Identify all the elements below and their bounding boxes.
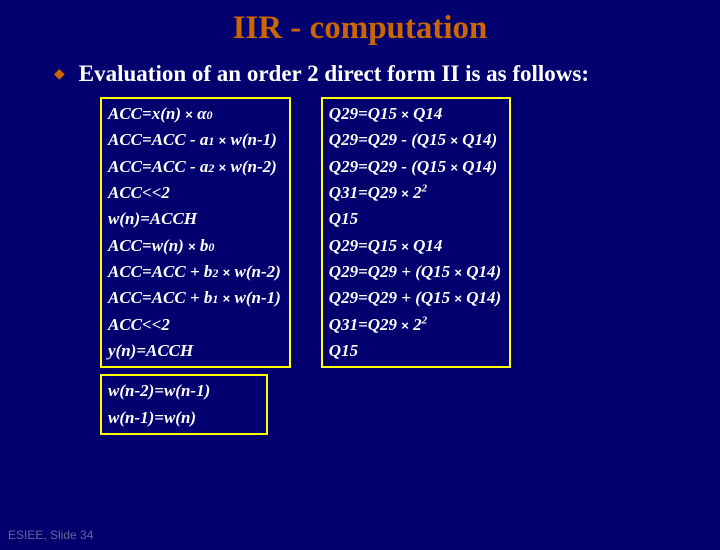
left-line: ACC=ACC - a2 × w(n-2): [108, 154, 281, 180]
right-line: Q31=Q29 × 22: [329, 180, 501, 206]
right-line: Q29=Q29 + (Q15 × Q14): [329, 285, 501, 311]
left-line: ACC=ACC - a1 × w(n-1): [108, 127, 281, 153]
left-line: y(n)=ACCH: [108, 338, 281, 364]
right-line: Q15: [329, 338, 501, 364]
bottom-line: w(n-1)=w(n): [108, 405, 258, 431]
bottom-line: w(n-2)=w(n-1): [108, 378, 258, 404]
left-line: ACC<<2: [108, 180, 281, 206]
right-line: Q15: [329, 206, 501, 232]
right-line: Q29=Q29 - (Q15 × Q14): [329, 127, 501, 153]
left-line: ACC=ACC + b1 × w(n-1): [108, 285, 281, 311]
left-line: ACC=ACC + b2 × w(n-2): [108, 259, 281, 285]
bullet-icon: ◆: [54, 66, 65, 87]
right-line: Q29=Q15 × Q14: [329, 101, 501, 127]
right-line: Q29=Q29 - (Q15 × Q14): [329, 154, 501, 180]
columns-container: ACC=x(n) × α0 ACC=ACC - a1 × w(n-1) ACC=…: [100, 97, 720, 368]
subtitle-text: Evaluation of an order 2 direct form II …: [79, 61, 589, 87]
left-line: ACC=x(n) × α0: [108, 101, 281, 127]
right-line: Q31=Q29 × 22: [329, 312, 501, 338]
right-line: Q29=Q15 × Q14: [329, 233, 501, 259]
right-line: Q29=Q29 + (Q15 × Q14): [329, 259, 501, 285]
slide-title: IIR - computation: [0, 10, 720, 47]
bottom-box: w(n-2)=w(n-1) w(n-1)=w(n): [100, 374, 268, 435]
left-line: ACC<<2: [108, 312, 281, 338]
subtitle-row: ◆ Evaluation of an order 2 direct form I…: [0, 61, 720, 87]
left-box: ACC=x(n) × α0 ACC=ACC - a1 × w(n-1) ACC=…: [100, 97, 291, 368]
left-line: ACC=w(n) × b0: [108, 233, 281, 259]
left-line: w(n)=ACCH: [108, 206, 281, 232]
right-box: Q29=Q15 × Q14 Q29=Q29 - (Q15 × Q14) Q29=…: [321, 97, 511, 368]
